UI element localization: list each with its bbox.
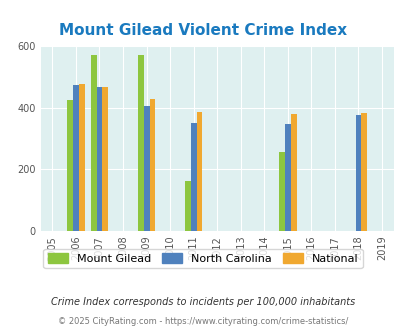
- Bar: [102, 87, 108, 231]
- Bar: [143, 106, 149, 231]
- Bar: [67, 100, 73, 231]
- Bar: [355, 115, 360, 231]
- Bar: [190, 123, 196, 231]
- Bar: [73, 85, 79, 231]
- Bar: [284, 124, 290, 231]
- Text: Crime Index corresponds to incidents per 100,000 inhabitants: Crime Index corresponds to incidents per…: [51, 297, 354, 307]
- Bar: [96, 87, 102, 231]
- Bar: [360, 113, 367, 231]
- Bar: [90, 55, 96, 231]
- Text: © 2025 CityRating.com - https://www.cityrating.com/crime-statistics/: © 2025 CityRating.com - https://www.city…: [58, 317, 347, 326]
- Bar: [278, 151, 284, 231]
- Bar: [184, 181, 190, 231]
- Bar: [196, 112, 202, 231]
- Text: Mount Gilead Violent Crime Index: Mount Gilead Violent Crime Index: [59, 23, 346, 38]
- Legend: Mount Gilead, North Carolina, National: Mount Gilead, North Carolina, National: [43, 249, 362, 268]
- Bar: [79, 84, 85, 231]
- Bar: [149, 99, 155, 231]
- Bar: [137, 55, 143, 231]
- Bar: [290, 114, 296, 231]
